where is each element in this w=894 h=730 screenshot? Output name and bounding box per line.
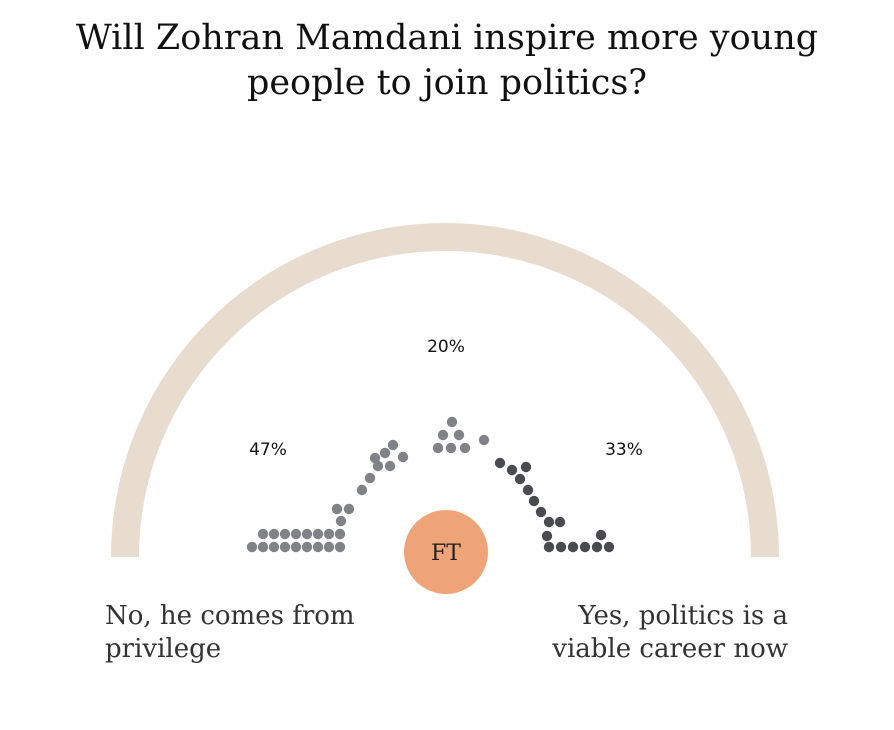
dot-yes (554, 516, 566, 528)
dot-yes (494, 457, 506, 469)
dot-no (379, 447, 391, 459)
dot-no (279, 541, 291, 553)
chart-title: Will Zohran Mamdani inspire more young p… (75, 18, 819, 103)
dot-yes (595, 529, 607, 541)
dot-yes (543, 516, 555, 528)
dot-neutral (437, 429, 449, 441)
dot-no (331, 503, 343, 515)
dot-yes (506, 464, 518, 476)
dot-no (312, 528, 324, 540)
dot-no (369, 452, 381, 464)
dot-no (268, 541, 280, 553)
dot-no (323, 528, 335, 540)
dot-no (334, 541, 346, 553)
dot-yes (541, 530, 553, 542)
dot-neutral (446, 416, 458, 428)
value-label-no: 47% (249, 440, 287, 460)
dot-no (257, 528, 269, 540)
semicircle-arc (111, 223, 779, 558)
dot-no (290, 541, 302, 553)
dot-no (372, 460, 384, 472)
dot-yes (543, 541, 555, 553)
dot-no (335, 515, 347, 527)
dot-no (257, 541, 269, 553)
dot-no (343, 503, 355, 515)
dot-yes (579, 541, 591, 553)
dot-no (268, 528, 280, 540)
value-label-neutral: 20% (427, 337, 465, 357)
dot-no (246, 541, 258, 553)
dot-yes (522, 484, 534, 496)
caption-no-line-1: No, he comes from (105, 601, 355, 631)
caption-no: No, he comes from privilege (105, 600, 355, 666)
dot-no (323, 541, 335, 553)
dot-neutral (432, 442, 444, 454)
dot-no (312, 541, 324, 553)
dot-neutral (445, 442, 457, 454)
dot-yes (535, 506, 547, 518)
dot-group (246, 416, 615, 553)
dot-no (279, 528, 291, 540)
dot-yes (555, 541, 567, 553)
dot-no (301, 528, 313, 540)
dot-yes (591, 541, 603, 553)
dot-neutral (453, 429, 465, 441)
dot-yes (603, 541, 615, 553)
dot-yes (514, 473, 526, 485)
dot-no (364, 472, 376, 484)
dot-no (334, 528, 346, 540)
dot-yes (528, 495, 540, 507)
caption-no-line-2: privilege (105, 634, 222, 664)
caption-yes-line-2: viable career now (552, 634, 788, 664)
dot-no (397, 451, 409, 463)
dot-neutral (459, 442, 471, 454)
dot-no (384, 460, 396, 472)
dot-yes (520, 461, 532, 473)
dot-yes (567, 541, 579, 553)
dot-no (356, 484, 368, 496)
caption-yes-line-1: Yes, politics is a (578, 601, 788, 631)
value-label-yes: 33% (605, 440, 643, 460)
ft-logo-text: FT (431, 541, 461, 566)
dot-no (387, 439, 399, 451)
dot-no (290, 528, 302, 540)
ft-logo-badge (404, 510, 488, 594)
dot-neutral (478, 434, 490, 446)
dot-no (301, 541, 313, 553)
caption-yes: Yes, politics is a viable career now (552, 600, 788, 666)
